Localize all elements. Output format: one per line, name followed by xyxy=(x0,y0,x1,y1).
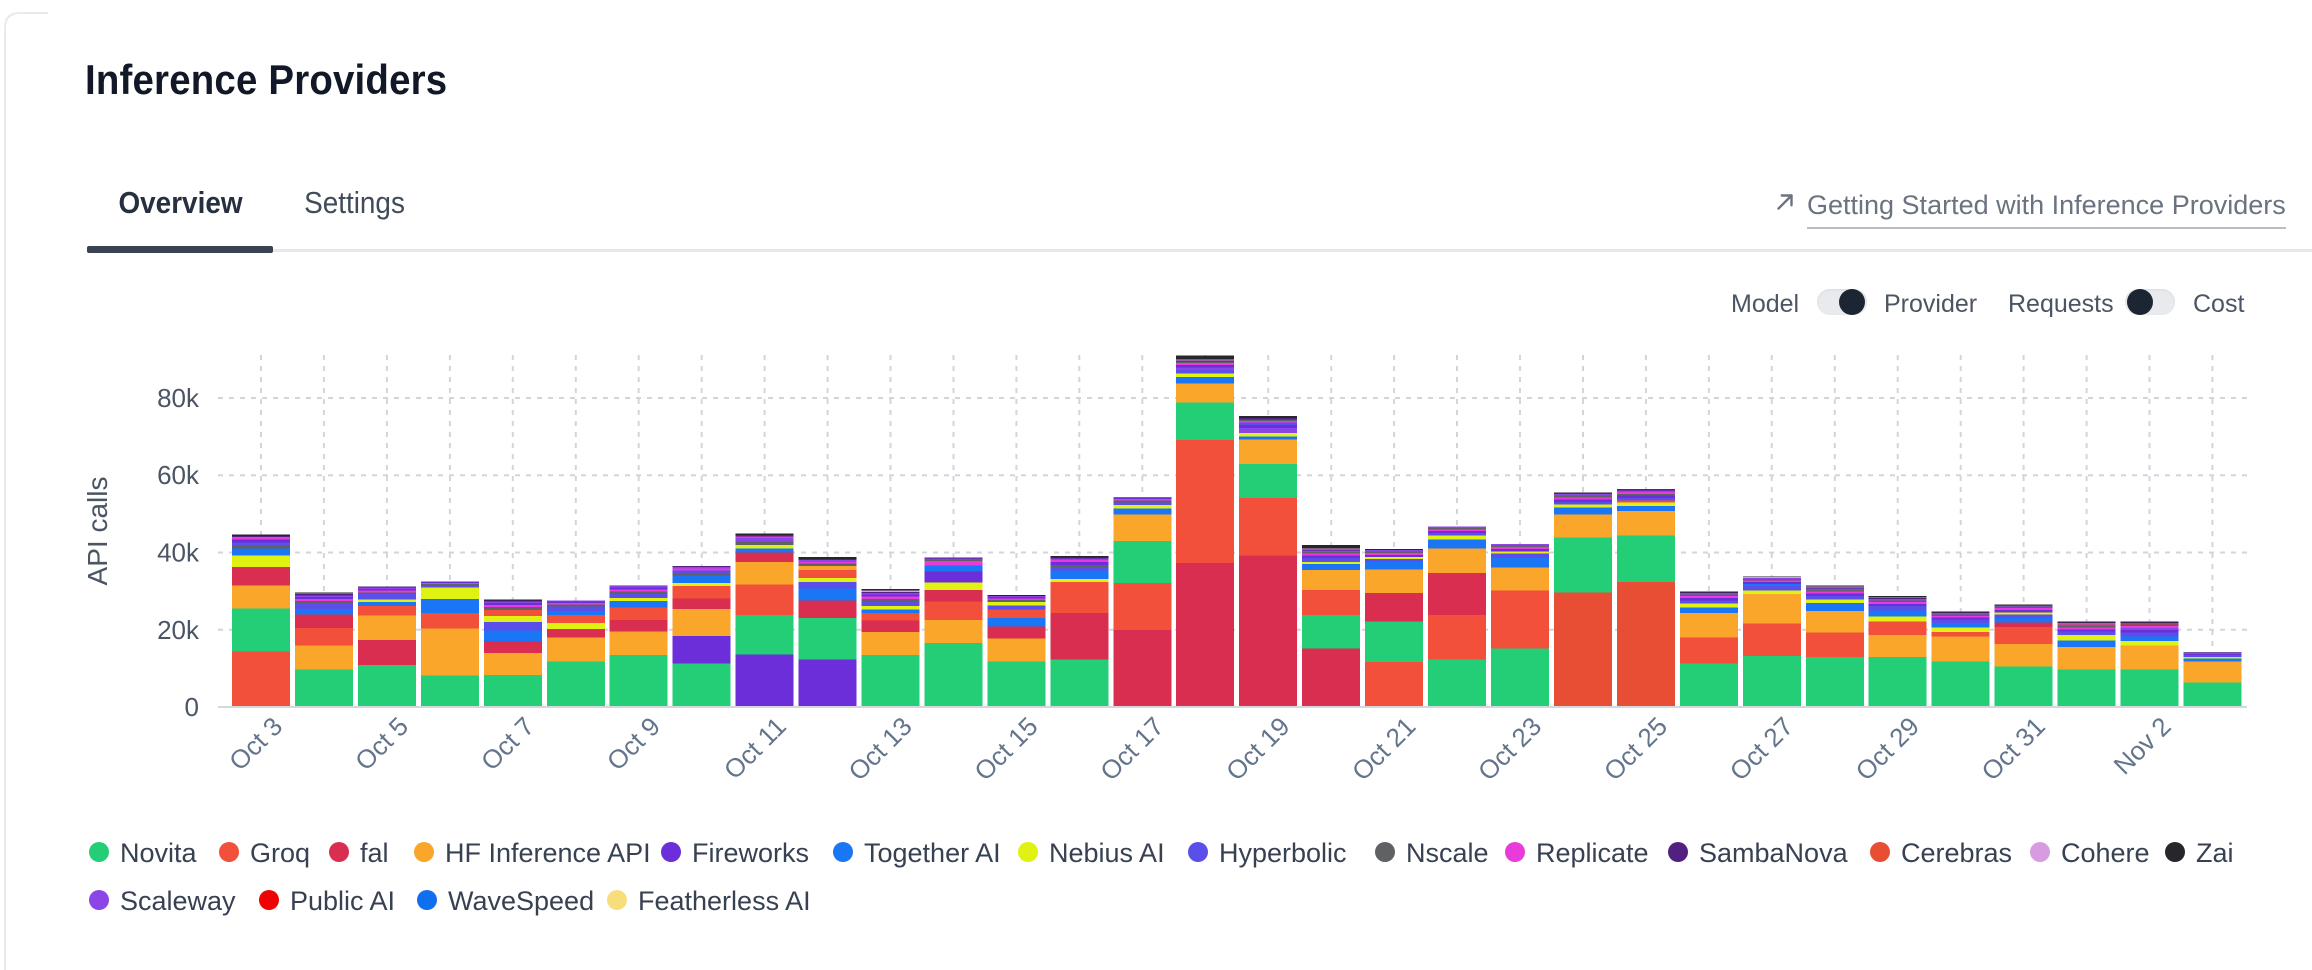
svg-text:Oct 23: Oct 23 xyxy=(1472,711,1547,786)
svg-text:60k: 60k xyxy=(157,460,200,490)
svg-text:Oct 11: Oct 11 xyxy=(718,711,792,785)
svg-text:40k: 40k xyxy=(157,538,200,568)
svg-text:Oct 21: Oct 21 xyxy=(1346,711,1421,786)
svg-text:80k: 80k xyxy=(157,383,200,413)
svg-text:Oct 27: Oct 27 xyxy=(1724,711,1799,786)
svg-text:Oct 5: Oct 5 xyxy=(349,711,414,776)
svg-text:Oct 7: Oct 7 xyxy=(475,711,540,776)
svg-text:Oct 15: Oct 15 xyxy=(968,711,1043,786)
svg-text:Oct 19: Oct 19 xyxy=(1220,711,1295,786)
svg-text:Oct 3: Oct 3 xyxy=(223,711,288,776)
svg-text:Oct 13: Oct 13 xyxy=(842,711,917,786)
svg-text:Oct 29: Oct 29 xyxy=(1850,711,1925,786)
svg-text:Nov 2: Nov 2 xyxy=(2108,711,2177,780)
svg-text:Oct 17: Oct 17 xyxy=(1094,711,1169,786)
svg-text:Oct 31: Oct 31 xyxy=(1975,711,2050,786)
svg-text:20k: 20k xyxy=(157,615,200,645)
svg-text:Oct 9: Oct 9 xyxy=(601,711,666,776)
svg-text:API calls: API calls xyxy=(82,477,113,586)
svg-text:0: 0 xyxy=(185,692,199,722)
svg-text:Oct 25: Oct 25 xyxy=(1598,711,1673,786)
